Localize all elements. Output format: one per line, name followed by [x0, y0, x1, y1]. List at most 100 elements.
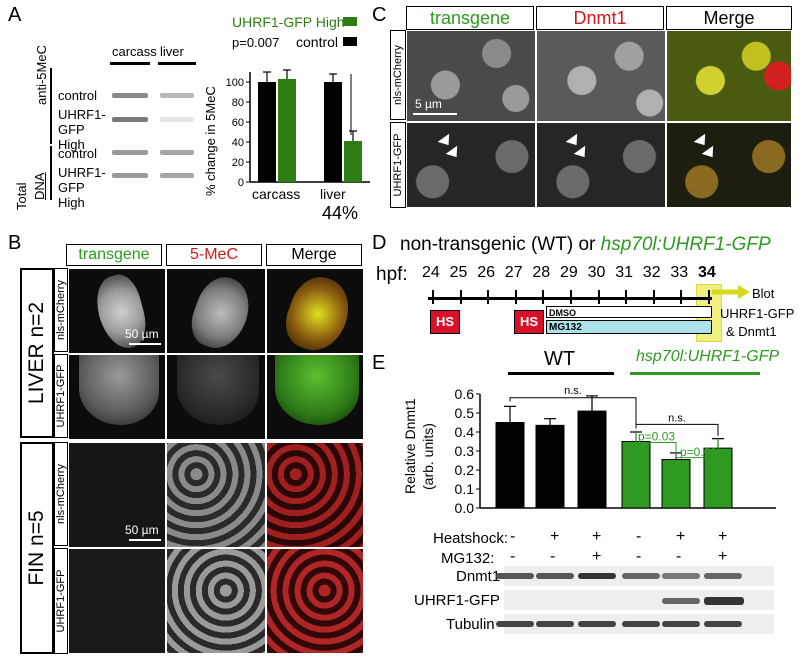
c-hdr-transgene: transgene	[406, 6, 534, 30]
b-scale1: 50 µm	[125, 327, 159, 341]
d-tick	[570, 290, 572, 304]
chart-e-ytick-label: 0.2	[455, 462, 475, 478]
e-band-uhrf1	[704, 597, 744, 605]
legend-black-swatch	[343, 37, 357, 46]
legend-green-label: UHRF1-GFP High	[232, 14, 345, 30]
row-label-control-1: control	[58, 88, 98, 103]
chart-a-bar	[258, 82, 276, 182]
e-wt-label: WT	[544, 348, 576, 370]
chart-e-ytick-label: 0.0	[455, 500, 475, 516]
d-tick	[625, 290, 628, 304]
lane-carcass-bar	[110, 62, 150, 65]
chart-a-percent: 44%	[322, 203, 359, 223]
e-ylabel-2: (arb. units)	[420, 423, 436, 490]
d-tick	[708, 290, 710, 304]
panel-e-chart: 0.0 0.1 0.2 0.3 0.4 0.5 0.6 n.s. n.s. p=0.03 p=0.0…	[455, 385, 776, 516]
e-blot-uhrf1-label: UHRF1-GFP	[414, 592, 500, 609]
c-mcherry-transgene: 5 µm	[406, 30, 536, 122]
e-band-tubulin	[578, 621, 616, 627]
d-tick	[514, 290, 517, 304]
e-mg-sign: -	[676, 548, 682, 565]
e-heat-sign: +	[676, 528, 686, 545]
d-tick	[680, 290, 683, 304]
panel-a-chart: 0 20 40 60 80 100	[226, 69, 370, 189]
side-total-label: Total	[14, 182, 29, 210]
e-band-dnmt1	[496, 573, 534, 579]
d-hour-label: 27	[504, 264, 523, 281]
b-fin-uhrf1-5mec	[166, 548, 266, 654]
e-band-tubulin	[496, 621, 534, 627]
e-band-tubulin	[622, 621, 660, 627]
e-band-dnmt1	[662, 573, 700, 579]
d-tick	[597, 290, 600, 304]
d-hour-label: 33	[670, 264, 689, 281]
d-hour-label: 30	[587, 264, 606, 281]
d-blot-3: & Dnmt1	[726, 324, 777, 339]
b-fin-mcherry-merge	[266, 442, 364, 548]
b-fin-uhrf1-merge	[266, 548, 364, 654]
chart-e-p1-bracket	[635, 430, 677, 451]
d-tick	[487, 290, 490, 304]
row-label-uhrf1-1: UHRF1-GFP High	[58, 107, 106, 152]
e-mg132-label: MG132:	[441, 550, 495, 567]
e-mg-sign: +	[592, 548, 602, 565]
b-hdr-merge: Merge	[266, 244, 362, 266]
band-a5	[112, 150, 148, 155]
chart-a-ylabel: % change in 5MeC	[203, 86, 218, 196]
d-dmso-bar: DMSO	[546, 306, 712, 318]
e-mg-sign: +	[718, 548, 728, 565]
chart-a-ytick-label: 0	[238, 177, 244, 189]
d-arrow	[712, 285, 750, 299]
chart-a-xlabel-liver: liver	[320, 186, 346, 202]
d-hour-label: 29	[560, 264, 578, 281]
band-a1	[112, 93, 148, 98]
c-row1-label: nls-mCherry	[390, 30, 406, 120]
d-hour-label: 31	[615, 264, 633, 281]
e-ylabel-1: Relative Dnmt1	[402, 398, 418, 494]
chart-a-ytick-label: 60	[232, 117, 244, 129]
side-dna-label: DNA	[32, 172, 47, 200]
chart-a-ytick-label: 100	[226, 77, 244, 89]
lane-liver-bar	[158, 62, 196, 65]
e-mg-sign: -	[510, 548, 516, 565]
chart-e-ns2: n.s.	[668, 413, 686, 425]
d-hour-label: 24	[422, 264, 440, 281]
e-mg-sign: -	[636, 548, 642, 565]
d-title: non-transgenic (WT) or hsp70l:UHRF1-GFP	[400, 234, 771, 256]
b-fin-uhrf1-transgene	[68, 548, 166, 654]
b-hdr-5mec: 5-MeC	[166, 244, 262, 266]
d-hour-label: 32	[642, 264, 661, 281]
chart-e-ns1-bracket	[509, 397, 637, 429]
d-hour-label: 26	[477, 264, 495, 281]
chart-e-ytick-label: 0.3	[455, 443, 475, 459]
b-scale2: 50 µm	[125, 523, 159, 537]
d-tick	[652, 290, 655, 304]
band-a7	[112, 173, 148, 178]
chart-e-p2: p=0.01	[680, 445, 717, 459]
chart-e-bar	[577, 410, 607, 509]
d-title-tg: hsp70l:UHRF1-GFP	[600, 234, 771, 255]
d-hs-2: HS	[514, 310, 544, 334]
bracket-anti	[50, 68, 52, 144]
b-row3-label: nls-mCherry	[54, 442, 68, 546]
e-heat-sign: -	[510, 528, 516, 545]
panel-e-letter: E	[372, 352, 386, 374]
side-anti-label: anti-5MeC	[34, 45, 49, 105]
e-heat-sign: +	[550, 528, 560, 545]
c-uhrf1-merge	[666, 122, 792, 208]
legend-green-swatch	[343, 17, 357, 26]
e-wt-bar	[508, 372, 614, 375]
e-mg-sign: -	[550, 548, 556, 565]
c-uhrf1-dnmt1	[536, 122, 666, 208]
chart-e-bar	[661, 459, 691, 509]
d-blot-1: Blot	[752, 286, 775, 301]
b-liver-uhrf1-merge	[266, 354, 364, 440]
band-a6	[160, 150, 194, 155]
b-liver-mcherry-merge	[266, 268, 364, 354]
chart-e-bar	[621, 441, 651, 509]
d-mg132-bar: MG132	[546, 320, 712, 334]
c-mcherry-dnmt1	[536, 30, 666, 122]
chart-a-bar	[278, 79, 296, 182]
d-blot-2: UHRF1-GFP	[720, 306, 795, 321]
d-tick	[432, 290, 434, 304]
